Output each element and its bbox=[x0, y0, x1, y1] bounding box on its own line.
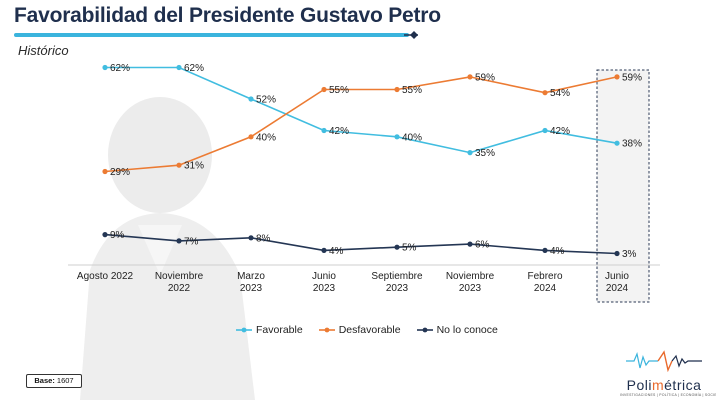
chart-legend: Favorable Desfavorable No lo conoce bbox=[236, 324, 498, 336]
data-point-favorable bbox=[614, 140, 620, 146]
data-label-favorable: 38% bbox=[622, 139, 642, 150]
data-point-desfavorable bbox=[102, 168, 108, 175]
legend-swatch-favorable bbox=[236, 327, 252, 333]
data-label-favorable: 62% bbox=[110, 63, 130, 74]
data-label-desfavorable: 55% bbox=[329, 85, 349, 96]
legend-label-desfavorable: Desfavorable bbox=[338, 324, 401, 336]
logo-wordmark: Polimétrica bbox=[620, 377, 708, 393]
data-point-desfavorable bbox=[321, 86, 327, 93]
data-point-no-lo-conoce bbox=[542, 247, 548, 253]
president-photo-silhouette bbox=[80, 97, 255, 400]
data-label-desfavorable: 40% bbox=[256, 132, 276, 143]
page-title: Favorabilidad del Presidente Gustavo Pet… bbox=[14, 4, 441, 27]
series-line-favorable bbox=[105, 66, 618, 154]
data-label-no-lo-conoce: 4% bbox=[550, 246, 565, 257]
x-tick-label: Agosto 2022 bbox=[77, 271, 134, 282]
sample-base-badge: Base: 1607 bbox=[26, 374, 82, 388]
data-point-no-lo-conoce bbox=[176, 238, 182, 244]
x-tick-label: Marzo 2023 bbox=[237, 271, 265, 294]
data-label-favorable: 52% bbox=[256, 95, 276, 106]
polimetrica-logo: Polimétrica INVESTIGACIONES | POLÍTICA |… bbox=[620, 350, 716, 397]
data-point-favorable bbox=[467, 150, 473, 156]
data-point-desfavorable bbox=[614, 74, 620, 80]
data-point-no-lo-conoce bbox=[467, 241, 473, 247]
data-point-no-lo-conoce bbox=[321, 247, 327, 253]
x-tick-label: Febrero 2024 bbox=[527, 271, 562, 294]
chart-subtitle: Histórico bbox=[18, 43, 69, 58]
data-point-desfavorable bbox=[394, 86, 400, 93]
legend-swatch-desfavorable bbox=[318, 327, 335, 333]
logo-wordmark-accent: m bbox=[651, 377, 665, 393]
data-point-no-lo-conoce bbox=[614, 250, 620, 257]
legend-label-no-lo-conoce: No lo conoce bbox=[436, 324, 498, 336]
data-point-favorable bbox=[102, 64, 108, 71]
waveform-icon bbox=[626, 350, 702, 373]
data-label-favorable: 40% bbox=[402, 132, 422, 143]
data-point-favorable bbox=[394, 134, 400, 140]
data-label-no-lo-conoce: 5% bbox=[402, 243, 417, 254]
logo-tagline: INVESTIGACIONES | POLÍTICA | ECONOMÍA | … bbox=[620, 393, 716, 397]
series-line-no-lo-conoce bbox=[104, 233, 618, 255]
data-point-no-lo-conoce bbox=[394, 244, 400, 250]
data-point-no-lo-conoce bbox=[102, 232, 108, 238]
data-label-no-lo-conoce: 7% bbox=[184, 236, 199, 247]
data-label-no-lo-conoce: 3% bbox=[622, 249, 637, 260]
data-point-no-lo-conoce bbox=[248, 235, 254, 241]
data-point-favorable bbox=[542, 127, 548, 134]
data-point-favorable bbox=[248, 96, 254, 102]
legend-item-favorable: Favorable bbox=[236, 324, 303, 336]
favorability-line-chart: Agosto 2022 Noviembre 2022 Marzo 2023 Junio 20… bbox=[68, 63, 660, 303]
highlight-box-latest bbox=[596, 69, 650, 303]
data-label-no-lo-conoce: 8% bbox=[256, 233, 271, 244]
data-point-desfavorable bbox=[542, 90, 548, 96]
x-tick-label: Septiembre 2023 bbox=[371, 271, 423, 294]
data-point-favorable bbox=[176, 64, 182, 71]
data-point-favorable bbox=[321, 127, 327, 134]
data-label-no-lo-conoce: 6% bbox=[475, 240, 490, 251]
data-label-favorable: 35% bbox=[475, 148, 495, 159]
data-label-desfavorable: 59% bbox=[622, 72, 642, 83]
base-label: Base: bbox=[34, 376, 55, 385]
x-tick-label: Junio 2023 bbox=[312, 271, 336, 294]
x-tick-label: Junio 2024 bbox=[605, 271, 629, 294]
logo-wordmark-end: étrica bbox=[664, 377, 702, 393]
x-tick-label: Noviembre 2023 bbox=[446, 271, 495, 294]
data-label-desfavorable: 54% bbox=[550, 88, 570, 99]
series-line-desfavorable bbox=[104, 76, 618, 173]
data-label-no-lo-conoce: 4% bbox=[329, 246, 344, 257]
legend-item-no-lo-conoce: No lo conoce bbox=[416, 324, 498, 336]
data-label-favorable: 62% bbox=[184, 63, 204, 74]
data-point-desfavorable bbox=[467, 74, 473, 80]
logo-wordmark-start: Poli bbox=[626, 377, 652, 393]
data-label-desfavorable: 55% bbox=[402, 85, 422, 96]
title-underline bbox=[14, 31, 418, 39]
legend-item-desfavorable: Desfavorable bbox=[318, 324, 401, 336]
data-point-desfavorable bbox=[176, 162, 182, 168]
x-tick-label: Noviembre 2022 bbox=[155, 271, 204, 294]
data-point-desfavorable bbox=[248, 134, 254, 140]
data-label-desfavorable: 31% bbox=[184, 161, 204, 172]
legend-label-favorable: Favorable bbox=[256, 324, 303, 336]
legend-swatch-no-lo-conoce bbox=[416, 327, 433, 333]
data-label-desfavorable: 29% bbox=[110, 167, 130, 178]
data-label-favorable: 42% bbox=[550, 126, 570, 137]
data-label-no-lo-conoce: 9% bbox=[110, 230, 125, 241]
data-label-desfavorable: 59% bbox=[475, 72, 495, 83]
data-label-favorable: 42% bbox=[329, 126, 349, 137]
base-value: 1607 bbox=[56, 376, 74, 385]
